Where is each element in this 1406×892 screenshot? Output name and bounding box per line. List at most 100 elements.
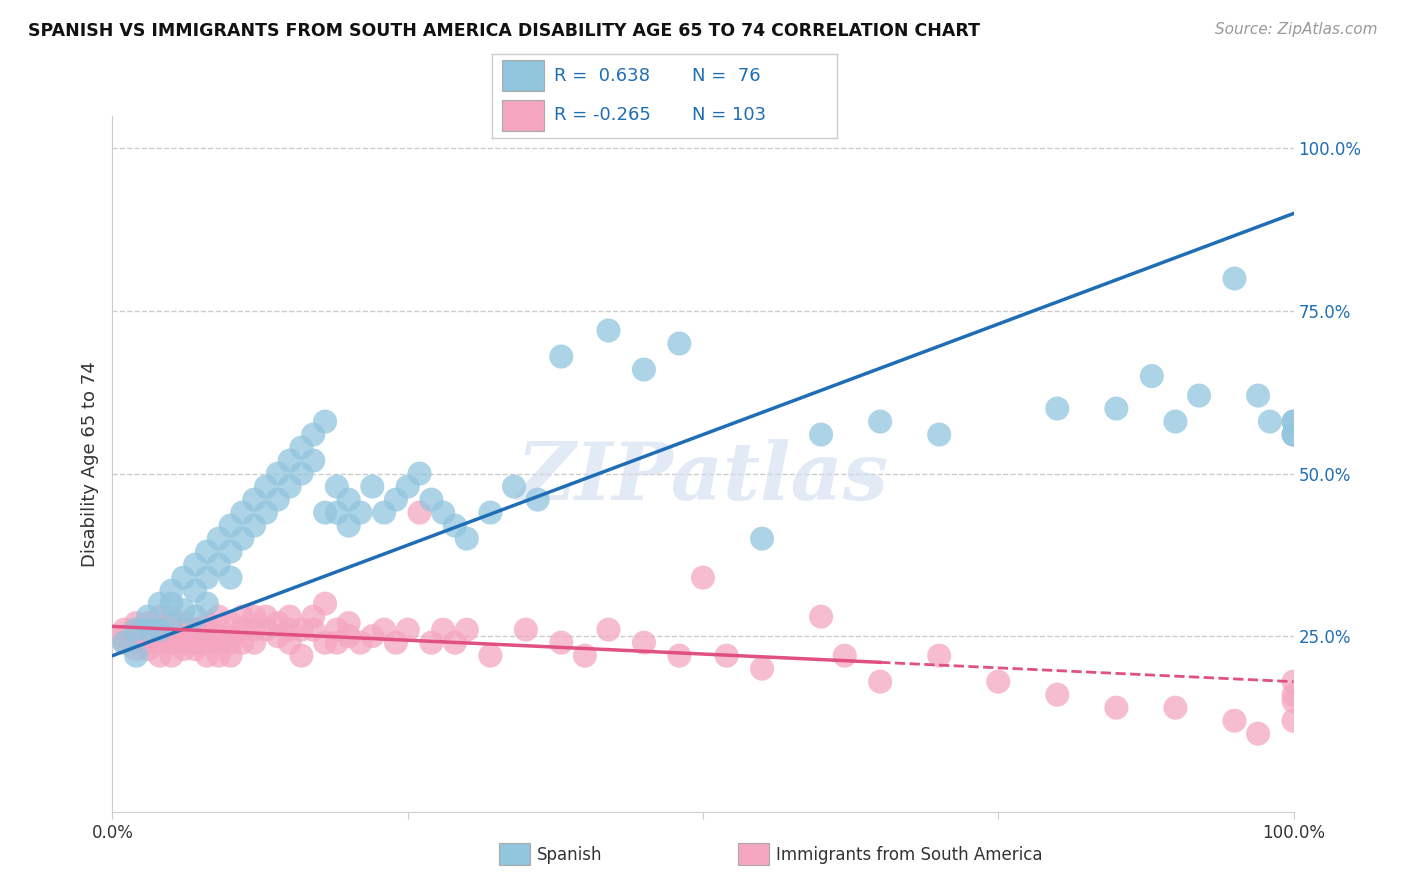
- Point: [1223, 714, 1246, 728]
- FancyBboxPatch shape: [502, 61, 544, 91]
- Point: [337, 518, 360, 533]
- Point: [408, 467, 430, 481]
- Point: [1105, 700, 1128, 714]
- Point: [184, 623, 207, 637]
- Point: [231, 635, 253, 649]
- Point: [810, 609, 832, 624]
- Point: [987, 674, 1010, 689]
- Point: [396, 623, 419, 637]
- Text: R = -0.265: R = -0.265: [554, 106, 651, 124]
- Point: [1140, 369, 1163, 384]
- Point: [125, 623, 148, 637]
- Point: [1282, 714, 1305, 728]
- Point: [112, 635, 135, 649]
- Point: [302, 453, 325, 467]
- Point: [456, 623, 478, 637]
- Point: [160, 616, 183, 631]
- Point: [1282, 415, 1305, 429]
- Point: [444, 635, 467, 649]
- Text: Immigrants from South America: Immigrants from South America: [776, 846, 1043, 863]
- Point: [184, 635, 207, 649]
- Point: [112, 623, 135, 637]
- Point: [208, 532, 231, 546]
- Point: [195, 629, 218, 643]
- Point: [290, 441, 312, 455]
- Point: [267, 467, 290, 481]
- Text: ZIPatlas: ZIPatlas: [517, 439, 889, 516]
- Point: [1105, 401, 1128, 416]
- Point: [1247, 388, 1270, 402]
- Point: [125, 642, 148, 657]
- Point: [267, 629, 290, 643]
- Point: [349, 635, 371, 649]
- Point: [160, 609, 183, 624]
- Point: [1188, 388, 1211, 402]
- Point: [136, 623, 159, 637]
- Point: [385, 635, 408, 649]
- Point: [112, 629, 135, 643]
- Point: [208, 609, 231, 624]
- Point: [195, 616, 218, 631]
- Point: [195, 544, 218, 558]
- Point: [243, 623, 266, 637]
- Point: [254, 480, 277, 494]
- Point: [136, 609, 159, 624]
- Point: [302, 427, 325, 442]
- Point: [149, 629, 172, 643]
- Point: [243, 518, 266, 533]
- Point: [479, 648, 502, 663]
- Point: [479, 506, 502, 520]
- Point: [314, 635, 336, 649]
- Point: [456, 532, 478, 546]
- Point: [337, 492, 360, 507]
- Point: [408, 506, 430, 520]
- Point: [1247, 727, 1270, 741]
- Point: [574, 648, 596, 663]
- Point: [278, 453, 301, 467]
- Point: [136, 623, 159, 637]
- Point: [149, 597, 172, 611]
- Point: [928, 648, 950, 663]
- Point: [1282, 694, 1305, 708]
- Point: [420, 492, 443, 507]
- Point: [195, 648, 218, 663]
- Point: [598, 324, 620, 338]
- Point: [692, 571, 714, 585]
- Text: N = 103: N = 103: [692, 106, 766, 124]
- Point: [219, 518, 242, 533]
- Point: [751, 662, 773, 676]
- Point: [751, 532, 773, 546]
- Point: [160, 597, 183, 611]
- Point: [290, 467, 312, 481]
- Point: [314, 597, 336, 611]
- Point: [195, 571, 218, 585]
- Point: [1282, 688, 1305, 702]
- Point: [172, 603, 194, 617]
- Point: [810, 427, 832, 442]
- Point: [326, 506, 349, 520]
- Point: [231, 609, 253, 624]
- Point: [160, 583, 183, 598]
- Point: [172, 623, 194, 637]
- Point: [361, 480, 384, 494]
- Point: [208, 635, 231, 649]
- Point: [1223, 271, 1246, 285]
- Point: [278, 635, 301, 649]
- Point: [550, 635, 572, 649]
- Point: [112, 635, 135, 649]
- Point: [1164, 415, 1187, 429]
- Point: [160, 623, 183, 637]
- Point: [668, 336, 690, 351]
- Point: [326, 480, 349, 494]
- Point: [302, 623, 325, 637]
- Point: [125, 623, 148, 637]
- Point: [337, 616, 360, 631]
- Point: [526, 492, 548, 507]
- Point: [125, 635, 148, 649]
- Point: [184, 583, 207, 598]
- Text: N =  76: N = 76: [692, 67, 761, 85]
- Point: [149, 623, 172, 637]
- Point: [149, 623, 172, 637]
- Point: [160, 635, 183, 649]
- Point: [243, 609, 266, 624]
